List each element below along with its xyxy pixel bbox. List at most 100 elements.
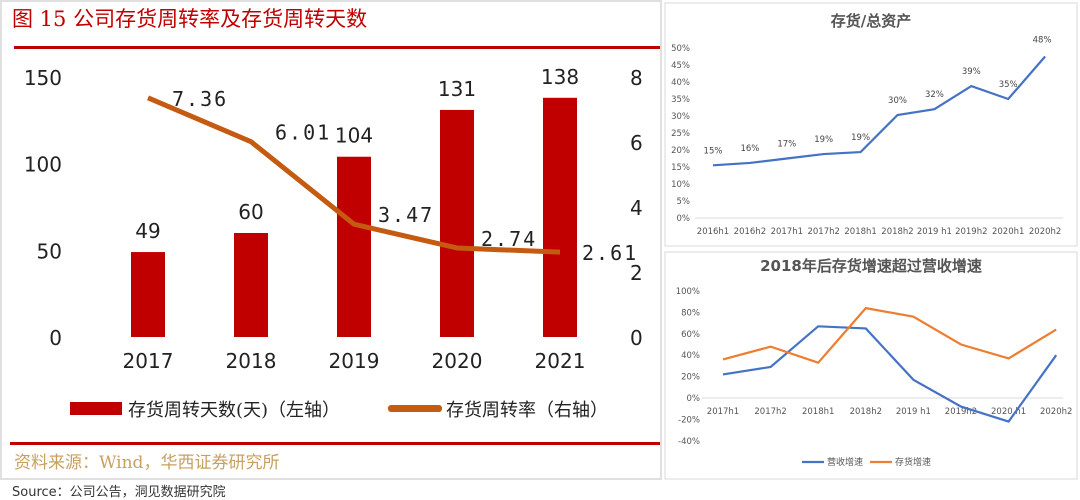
left-chart: 0 50 100 150 0 2 4 6 8 49 60 104 131 138 2017 2018 2019 2… [24,65,643,421]
x-tick: 2019h2 [955,227,987,237]
left-panel-frame [0,0,662,480]
x-tick: 2020 [432,349,483,373]
y-tick: 5% [677,197,691,207]
x-tick: 2018 [226,349,277,373]
y-tick: 0% [687,394,701,404]
x-tick: 2017h1 [771,227,803,237]
bar-label: 138 [541,65,579,89]
bar-label: 60 [238,200,263,224]
x-tick: 2021 [535,349,586,373]
y-tick: 30% [671,112,690,122]
x-tick: 2019 h1 [917,227,952,237]
y-tick: 60% [681,330,700,340]
data-label: 16% [740,144,759,154]
line-label: 6.01 [275,121,331,145]
series-line [722,306,1057,364]
data-label: 32% [925,90,944,100]
x-tick: 2016h2 [734,227,766,237]
data-label: 30% [888,96,907,106]
growth-chart: 2018年后存货增速超过营收增速 -40% -20% 0% 20% 40% 60% 80% 10… [676,257,1073,468]
legend-swatch-bar [70,402,122,415]
data-label: 35% [999,80,1018,90]
data-label: 39% [962,67,981,77]
x-tick: 2017h2 [754,407,786,417]
y-tick: 20% [671,146,690,156]
x-tick: 2019 h1 [896,407,931,417]
line-label: 3.47 [378,203,434,227]
y-right-tick: 0 [630,326,643,350]
x-tick: 2020 h1 [991,407,1026,417]
legend-label: 存货增速 [895,456,931,468]
x-tick: 2018h1 [844,227,876,237]
y-tick: 20% [681,373,700,383]
y-tick: 40% [681,351,700,361]
y-left-tick: 50 [37,239,62,263]
y-left-tick: 100 [24,153,62,177]
chart-title: 存货/总资产 [831,12,911,30]
line-label: 2.61 [582,241,638,265]
x-tick: 2016h1 [697,227,729,237]
x-tick: 2018h2 [850,407,882,417]
legend-swatch-line [388,405,442,412]
title-rule [14,46,660,49]
y-tick: 45% [671,61,690,71]
x-tick: 2018h1 [802,407,834,417]
legend-label: 营收增速 [827,456,863,468]
y-right-tick: 4 [630,196,643,220]
bar [337,156,371,337]
data-label: 19% [814,135,833,145]
bottom-right-panel [664,251,1078,480]
y-left-tick: 0 [49,326,62,350]
y-tick: 100% [676,287,700,297]
data-label: 19% [851,133,870,143]
x-tick: 2017h1 [707,407,739,417]
chart-title: 2018年后存货增速超过营收增速 [760,257,982,275]
y-tick: -40% [678,437,700,447]
x-tick: 2020h1 [992,227,1024,237]
data-label: 48% [1033,36,1052,46]
ratio-line [712,55,1046,167]
source-note: 资料来源：Wind，华西证券研究所 [14,453,279,473]
series-line [722,325,1058,423]
x-tick: 2019h2 [945,407,977,417]
bar-label: 104 [335,124,373,148]
y-right-tick: 8 [630,66,643,90]
x-tick: 2018h2 [881,227,913,237]
y-tick: 80% [681,308,700,318]
line-label: 7.36 [172,87,228,111]
bar-label: 49 [135,219,160,243]
bar-label: 131 [438,77,476,101]
data-label: 15% [704,146,723,156]
y-tick: 10% [671,180,690,190]
y-tick: 15% [671,163,690,173]
left-title: 图 15 公司存货周转率及存货周转天数 [12,7,367,31]
line-label: 2.74 [481,227,537,251]
legend-label-bar: 存货周转天数(天)（左轴） [128,400,340,421]
y-tick: 25% [671,129,690,139]
note-rule [10,442,660,445]
x-tick: 2020h2 [1040,407,1072,417]
y-left-tick: 150 [24,66,62,90]
y-tick: 0% [677,214,691,224]
bar [131,252,165,337]
footer-source: Source：公司公告，洞见数据研究院 [12,485,226,500]
data-label: 17% [777,140,796,150]
y-right-tick: 6 [630,131,643,155]
y-tick: -20% [678,415,700,425]
x-tick: 2017 [123,349,174,373]
bar [543,97,577,337]
turnover-line [147,95,561,255]
x-tick: 2019 [329,349,380,373]
y-tick: 35% [671,95,690,105]
x-tick: 2017h2 [807,227,839,237]
inventory-ratio-chart: 存货/总资产 0% 5% 10% 15% 20% 25% 30% 35% 40% 45% 50% 201… [671,12,1063,237]
bar [440,109,474,337]
top-right-panel [664,2,1078,247]
x-tick: 2020h2 [1029,227,1061,237]
legend-label-line: 存货周转率（右轴） [446,400,608,421]
bar [234,233,268,337]
y-tick: 50% [671,44,690,54]
y-tick: 40% [671,78,690,88]
y-right-tick: 2 [630,261,643,285]
